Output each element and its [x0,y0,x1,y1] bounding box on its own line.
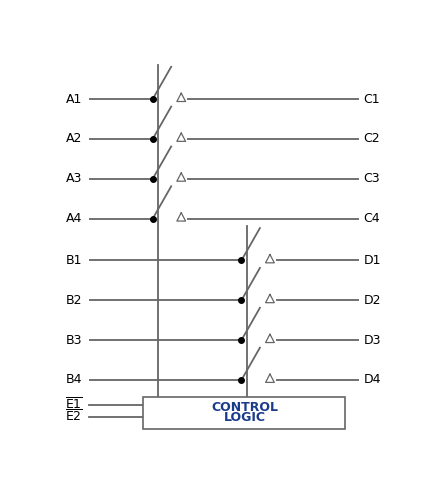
Text: A3: A3 [66,172,83,185]
Text: B2: B2 [66,294,83,307]
Text: B3: B3 [66,334,83,347]
FancyBboxPatch shape [143,397,345,429]
Text: A2: A2 [66,133,83,145]
Text: D3: D3 [364,334,381,347]
Text: C3: C3 [364,172,380,185]
Text: LOGIC: LOGIC [224,411,266,424]
Text: B4: B4 [66,373,83,387]
Text: D2: D2 [364,294,381,307]
Text: D1: D1 [364,254,381,267]
Text: C4: C4 [364,212,380,225]
Text: C1: C1 [364,93,380,106]
Text: B1: B1 [66,254,83,267]
Text: D4: D4 [364,373,381,387]
Text: $\overline{\mathrm{E2}}$: $\overline{\mathrm{E2}}$ [65,409,83,424]
Text: A4: A4 [66,212,83,225]
Text: C2: C2 [364,133,380,145]
Text: A1: A1 [66,93,83,106]
Text: CONTROL: CONTROL [211,401,278,414]
Text: $\overline{\mathrm{E1}}$: $\overline{\mathrm{E1}}$ [65,397,83,412]
